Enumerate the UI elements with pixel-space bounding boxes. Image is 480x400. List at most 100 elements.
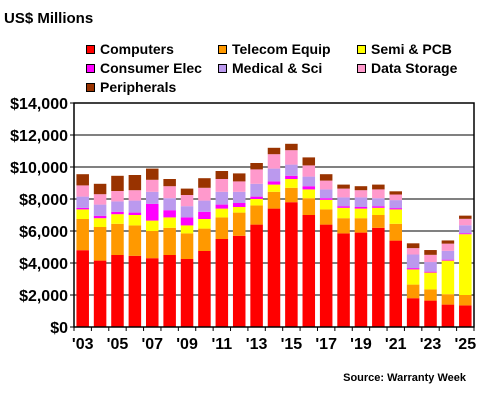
bar-segment: [215, 204, 229, 209]
bar-segment: [372, 227, 385, 327]
bar-segment: [128, 255, 142, 327]
bar-segment: [111, 214, 124, 224]
bar-segment: [180, 206, 194, 218]
bar-segment: [302, 215, 316, 327]
bar-segment: [215, 171, 229, 179]
bar-segment: [459, 218, 472, 226]
bar-segment: [232, 173, 246, 182]
bar-segment: [459, 225, 472, 234]
bar-segment: [93, 183, 107, 195]
bar-segment: [337, 184, 350, 189]
bar-segment: [93, 218, 107, 227]
bar-segment: [215, 217, 229, 239]
bar-segment: [76, 196, 89, 208]
bar-segment: [424, 271, 437, 273]
bar-segment: [163, 217, 176, 228]
bar-segment: [302, 186, 316, 190]
bar-segment: [302, 176, 316, 187]
bar-segment: [232, 212, 246, 236]
bar-segment: [163, 227, 176, 255]
bar-segment: [372, 198, 385, 207]
y-tick-label: $0: [50, 320, 68, 337]
bar-segment: [232, 191, 246, 203]
legend-item-telecom-equip: Telecom Equip: [218, 42, 331, 56]
bar-segment: [76, 209, 89, 219]
x-tick-label: '11: [211, 336, 232, 353]
x-tick-label: '21: [385, 336, 407, 353]
bar-segment: [267, 168, 281, 182]
bar-segment: [198, 219, 211, 229]
bar-segment: [232, 203, 246, 207]
bar-segment: [128, 190, 142, 201]
bar-segment: [93, 260, 107, 327]
bar-segment: [389, 200, 402, 209]
bar-segment: [441, 259, 455, 261]
bar-segment: [389, 209, 402, 224]
bar-segment: [441, 243, 455, 251]
y-tick-label: $8,000: [19, 192, 68, 209]
bar-segment: [354, 186, 368, 191]
bar-segment: [163, 210, 176, 218]
legend-label-computers: Computers: [100, 41, 174, 57]
bar-segment: [354, 218, 368, 233]
legend-label-peripherals: Peripherals: [100, 79, 177, 95]
bar-segment: [441, 240, 455, 244]
bar-segment: [198, 200, 211, 212]
legend-label-data-storage: Data Storage: [371, 60, 458, 76]
legend-label-medical-sci: Medical & Sci: [232, 60, 323, 76]
bar-segment: [76, 250, 89, 327]
bar-segment: [354, 208, 368, 219]
bar-segment: [337, 188, 350, 198]
bar-segment: [146, 258, 159, 327]
bar-segment: [337, 206, 350, 208]
bar-segment: [354, 207, 368, 209]
bar-segment: [406, 268, 420, 270]
bar-segment: [354, 232, 368, 327]
legend-item-semi-pcb: Semi & PCB: [357, 42, 452, 56]
bar-segment: [459, 305, 472, 327]
legend-swatch-consumer-elec: [86, 64, 95, 73]
bar-segment: [76, 207, 89, 210]
bar-segment: [424, 254, 437, 263]
bar-segment: [215, 239, 229, 327]
bar-segment: [198, 251, 211, 327]
bar-segment: [267, 191, 281, 209]
bar-segment: [111, 223, 124, 255]
bar-segment: [285, 179, 298, 188]
y-tick-label: $2,000: [19, 288, 68, 305]
bar-segment: [441, 260, 455, 295]
bar-segment: [389, 223, 402, 241]
bar-segment: [285, 164, 298, 176]
legend-item-data-storage: Data Storage: [357, 61, 457, 75]
bar-segment: [111, 255, 124, 327]
bar-segment: [285, 175, 298, 179]
bar-segment: [441, 294, 455, 305]
bar-segment: [267, 208, 281, 327]
bar-segment: [146, 191, 159, 204]
bar-segment: [302, 198, 316, 215]
bar-segment: [319, 224, 333, 327]
bar-segment: [180, 225, 194, 234]
bar-segment: [459, 233, 472, 235]
x-tick-label: '07: [141, 336, 163, 353]
plot-frame: [73, 102, 475, 328]
legend-swatch-telecom-equip: [218, 45, 227, 54]
bar-segment: [389, 208, 402, 210]
bar-segment: [424, 250, 437, 255]
bar-segment: [146, 203, 159, 221]
bar-segment: [111, 175, 124, 191]
bar-segment: [111, 201, 124, 212]
bar-segment: [302, 189, 316, 199]
bar-segment: [198, 178, 211, 188]
bar-segment: [198, 187, 211, 201]
bar-segment: [232, 207, 246, 213]
bar-segment: [215, 179, 229, 192]
bar-segment: [93, 227, 107, 261]
legend-item-computers: Computers: [86, 42, 174, 56]
bar-segment: [302, 157, 316, 166]
bar-segment: [250, 169, 263, 184]
bar-segment: [232, 181, 246, 192]
bar-segment: [389, 191, 402, 195]
bar-segment: [285, 202, 298, 327]
